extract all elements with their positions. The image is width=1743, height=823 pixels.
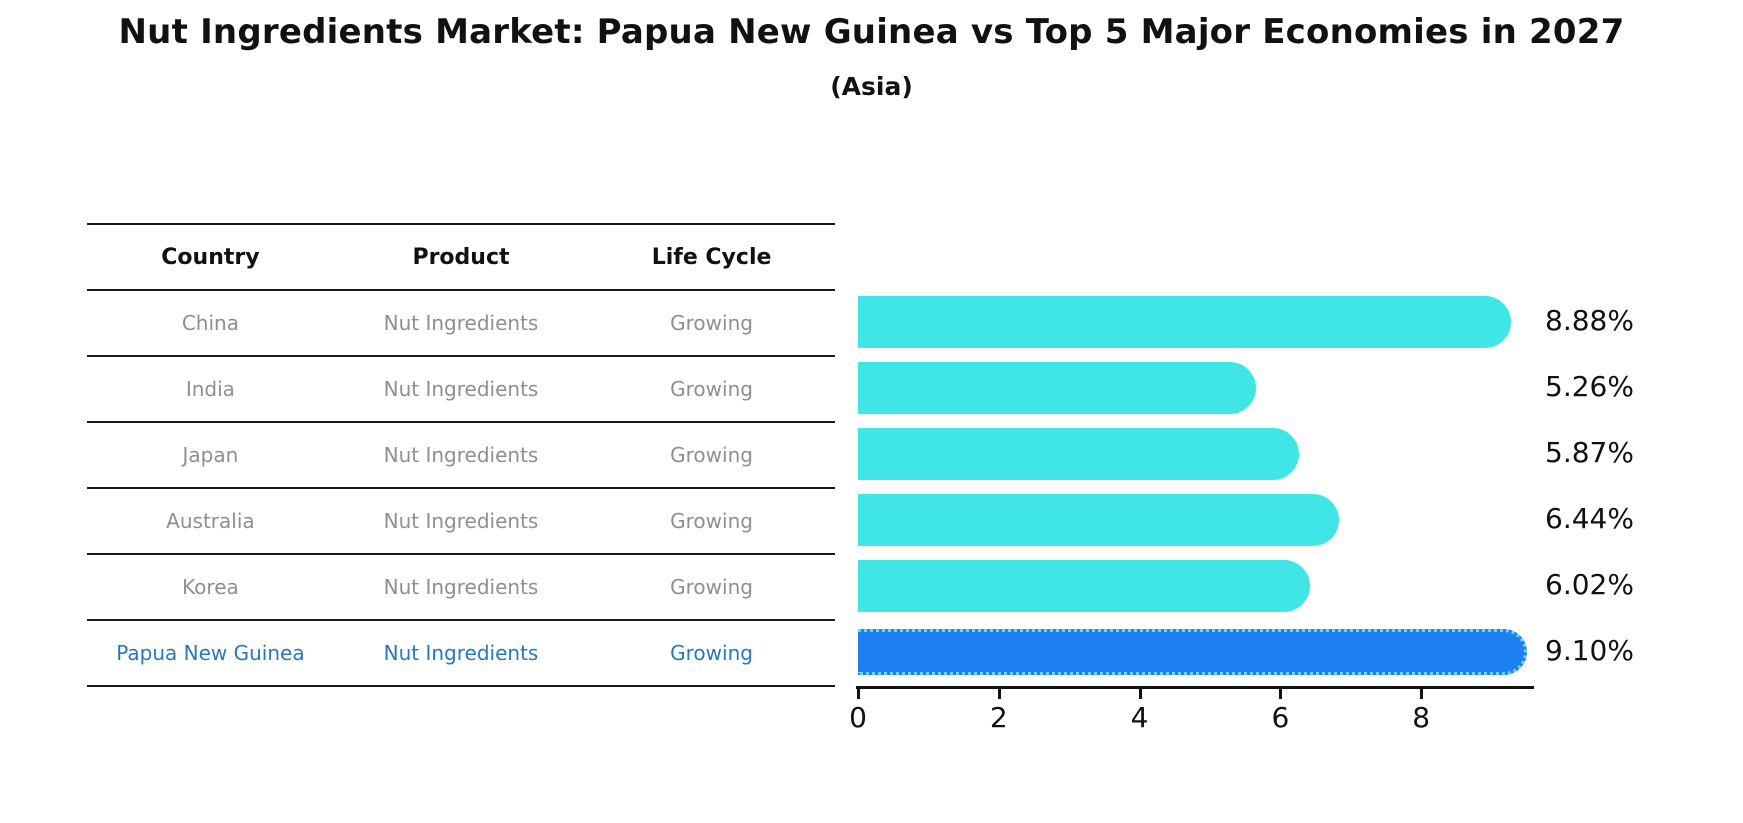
table-cell-country: China [181, 311, 239, 335]
table-row: Australia Nut Ingredients Growing [87, 489, 835, 555]
column-header-country: Country [161, 244, 260, 270]
table-cell-country: Papua New Guinea [116, 641, 305, 665]
table-row: Korea Nut Ingredients Growing [87, 555, 835, 621]
table-cell-country: India [185, 377, 235, 401]
bar-china [858, 296, 1512, 348]
x-axis-line [856, 686, 1534, 689]
table-cell-life-cycle: Growing [670, 509, 753, 533]
table-cell-life-cycle: Growing [670, 377, 753, 401]
x-axis-tick-label: 6 [1271, 701, 1290, 734]
x-axis-tick [1279, 689, 1283, 699]
table-cell-life-cycle: Growing [670, 575, 753, 599]
bar-value-label: 6.44% [1545, 502, 1634, 535]
x-axis-tick [997, 689, 1001, 699]
table-cell-product: Nut Ingredients [383, 575, 539, 599]
x-axis-tick-label: 2 [989, 701, 1008, 734]
bar-value-label: 5.26% [1545, 370, 1634, 403]
chart-title: Nut Ingredients Market: Papua New Guinea… [118, 12, 1625, 52]
x-axis-tick-label: 4 [1130, 701, 1149, 734]
bar-korea [858, 560, 1310, 612]
bar-value-label: 5.87% [1545, 436, 1634, 469]
comparison-table: Country Product Life Cycle China Nut Ingr… [87, 223, 835, 687]
table-cell-country: Australia [166, 509, 255, 533]
bar-australia [858, 494, 1340, 546]
table-cell-product: Nut Ingredients [383, 509, 539, 533]
x-axis-tick [1420, 689, 1424, 699]
x-axis-tick [1138, 689, 1142, 699]
bar-value-label: 6.02% [1545, 568, 1634, 601]
table-cell-life-cycle: Growing [670, 443, 753, 467]
table-body: China Nut Ingredients Growing India Nut Ingr… [87, 291, 835, 687]
table-cell-product: Nut Ingredients [383, 377, 539, 401]
table-cell-life-cycle: Growing [670, 311, 753, 335]
table-cell-product: Nut Ingredients [383, 311, 539, 335]
table-cell-country: Korea [182, 575, 239, 599]
table-row: Papua New Guinea Nut Ingredients Growing [87, 621, 835, 687]
table-cell-life-cycle: Growing [670, 641, 753, 665]
x-axis-tick [857, 689, 860, 699]
x-axis-tick-label: 0 [849, 701, 867, 734]
table-header-row: Country Product Life Cycle [87, 225, 835, 291]
bar-india [858, 362, 1257, 414]
table-row: China Nut Ingredients Growing [87, 291, 835, 357]
chart-subtitle: (Asia) [830, 72, 913, 101]
bar-papua-new-guinea [858, 629, 1527, 675]
bar-value-label: 9.10% [1545, 634, 1634, 667]
table-cell-product: Nut Ingredients [383, 443, 539, 467]
table-row: Japan Nut Ingredients Growing [87, 423, 835, 489]
table-cell-country: Japan [182, 443, 239, 467]
x-axis-tick-label: 8 [1412, 701, 1431, 734]
table-cell-product: Nut Ingredients [383, 641, 539, 665]
bar-japan [858, 428, 1300, 480]
column-header-product: Product [412, 244, 510, 270]
table-row: India Nut Ingredients Growing [87, 357, 835, 423]
column-header-life-cycle: Life Cycle [651, 244, 772, 270]
bar-value-label: 8.88% [1545, 304, 1634, 337]
